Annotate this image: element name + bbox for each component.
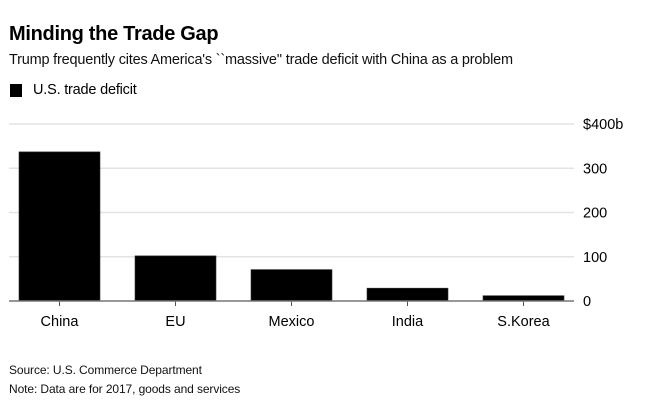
x-tick-label: S.Korea	[497, 314, 550, 330]
x-tick-label: India	[392, 314, 424, 330]
x-tick-labels: China EU Mexico India S.Korea	[41, 314, 551, 330]
chart-title: Minding the Trade Gap	[9, 23, 219, 45]
bar-china	[18, 151, 101, 302]
x-tick-label: Mexico	[269, 314, 315, 330]
y-tick-label: 200	[583, 206, 607, 222]
chart-subtitle: Trump frequently cites America's ``massi…	[9, 52, 513, 68]
bar-eu	[134, 255, 217, 302]
bar-skorea	[482, 295, 565, 302]
data-note: Note: Data are for 2017, goods and servi…	[9, 382, 241, 396]
y-tick-label: $400b	[583, 117, 623, 133]
legend-swatch	[10, 83, 22, 97]
bars	[18, 151, 565, 302]
x-axis	[9, 300, 574, 306]
x-tick-label: EU	[165, 314, 185, 330]
bar-mexico	[250, 269, 333, 302]
source-note: Source: U.S. Commerce Department	[9, 363, 202, 377]
x-tick-label: China	[41, 314, 80, 330]
y-tick-label: 0	[583, 294, 591, 310]
y-tick-label: 100	[583, 250, 607, 266]
y-tick-labels: 0 100 200 300 $400b	[583, 117, 623, 310]
legend: U.S. trade deficit	[10, 82, 137, 98]
bar-india	[366, 287, 449, 302]
gridlines	[9, 123, 574, 258]
y-tick-label: 300	[583, 161, 607, 177]
legend-label: U.S. trade deficit	[33, 82, 137, 98]
